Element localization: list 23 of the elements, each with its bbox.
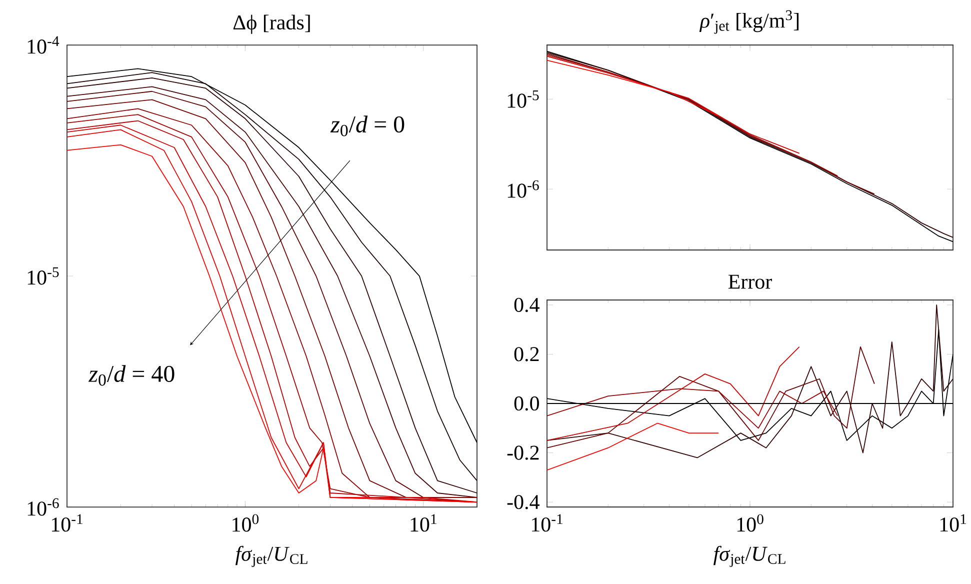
y-tick-label: 0.4 xyxy=(514,298,540,312)
x-tick-label: 10$^{1}$ xyxy=(940,514,966,532)
x-tick-label: 10$^{-1}$ xyxy=(52,514,82,532)
y-tick-label: 10$^{-5}$ xyxy=(28,267,59,285)
chart-title: Δϕ [rads] xyxy=(233,14,310,34)
y-tick-label: 0.2 xyxy=(514,347,539,362)
y-tick-label: 10$^{-6}$ xyxy=(28,498,59,516)
y-tick-label: 10$^{-5}$ xyxy=(508,90,539,108)
y-tick-label: 0.0 xyxy=(514,396,540,411)
y-tick-label: 10$^{-6}$ xyxy=(508,180,539,198)
y-tick-label: -0.2 xyxy=(507,446,539,460)
x-tick-label: 10$^{0}$ xyxy=(232,514,259,532)
y-tick-label: 10$^{-4}$ xyxy=(28,36,60,54)
chart-title: ρ′$_{jet}$ [kg/m$^{3}$] xyxy=(699,10,799,34)
x-axis-title: fσ$_{jet}$/U$_{CL}$ xyxy=(236,546,308,567)
x-tick-label: 10$^{1}$ xyxy=(410,514,436,532)
annotation: z$_{0}$/d = 40 xyxy=(88,365,174,386)
x-tick-label: 10$^{-1}$ xyxy=(532,514,562,532)
annotation: z$_{0}$/d = 0 xyxy=(330,116,404,136)
x-axis-title: fσ$_{jet}$/U$_{CL}$ xyxy=(714,546,786,567)
y-tick-label: -0.4 xyxy=(507,494,540,510)
x-tick-label: 10$^{0}$ xyxy=(737,514,764,532)
chart-title: Error xyxy=(728,274,772,289)
